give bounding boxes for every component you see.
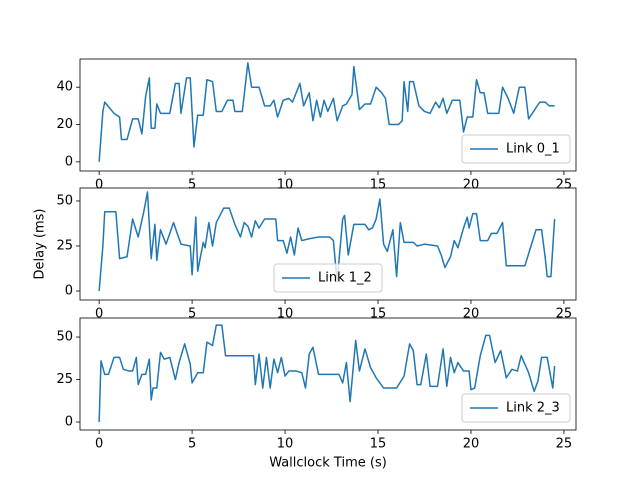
x-tick-label: 5 [188, 437, 196, 452]
y-tick-label: 20 [56, 117, 73, 132]
y-tick-label: 50 [56, 330, 73, 345]
y-tick-label: 25 [56, 372, 73, 387]
y-tick-label: 50 [56, 193, 73, 208]
y-tick-label: 40 [56, 80, 73, 95]
legend-box [461, 393, 571, 423]
x-tick-label: 20 [463, 178, 480, 193]
x-tick-label: 20 [463, 437, 480, 452]
plot-area [98, 324, 556, 423]
x-axis-label: Wallclock Time (s) [269, 456, 387, 471]
plot-area [98, 191, 556, 292]
legend-box [461, 134, 571, 164]
axes-frame [79, 317, 577, 431]
x-tick-label: 15 [370, 307, 387, 322]
x-tick-label: 15 [370, 437, 387, 452]
x-tick-label: 0 [95, 437, 103, 452]
x-tick-label: 0 [95, 307, 103, 322]
x-tick-label: 5 [188, 307, 196, 322]
x-tick-label: 0 [95, 178, 103, 193]
legend-label: Link 2_3 [506, 401, 560, 416]
y-tick-label: 0 [65, 415, 73, 430]
x-tick-label: 5 [188, 178, 196, 193]
legend-box [273, 263, 383, 293]
x-tick-label: 25 [556, 437, 573, 452]
y-tick-label: 0 [65, 154, 73, 169]
y-tick-label: 25 [56, 238, 73, 253]
y-axis-label: Delay (ms) [33, 209, 48, 280]
data-line [98, 324, 556, 423]
x-tick-label: 25 [556, 178, 573, 193]
x-tick-label: 25 [556, 307, 573, 322]
x-tick-label: 15 [370, 178, 387, 193]
x-tick-label: 10 [277, 307, 294, 322]
data-line [98, 62, 555, 162]
x-tick-label: 10 [277, 437, 294, 452]
data-line [98, 191, 556, 292]
axes-frame [79, 58, 577, 172]
x-tick-label: 10 [277, 178, 294, 193]
axes-frame [79, 187, 577, 301]
y-tick-label: 0 [65, 283, 73, 298]
legend-label: Link 0_1 [506, 142, 560, 157]
plot-area [98, 62, 555, 162]
x-tick-label: 20 [463, 307, 480, 322]
legend-label: Link 1_2 [318, 271, 372, 286]
